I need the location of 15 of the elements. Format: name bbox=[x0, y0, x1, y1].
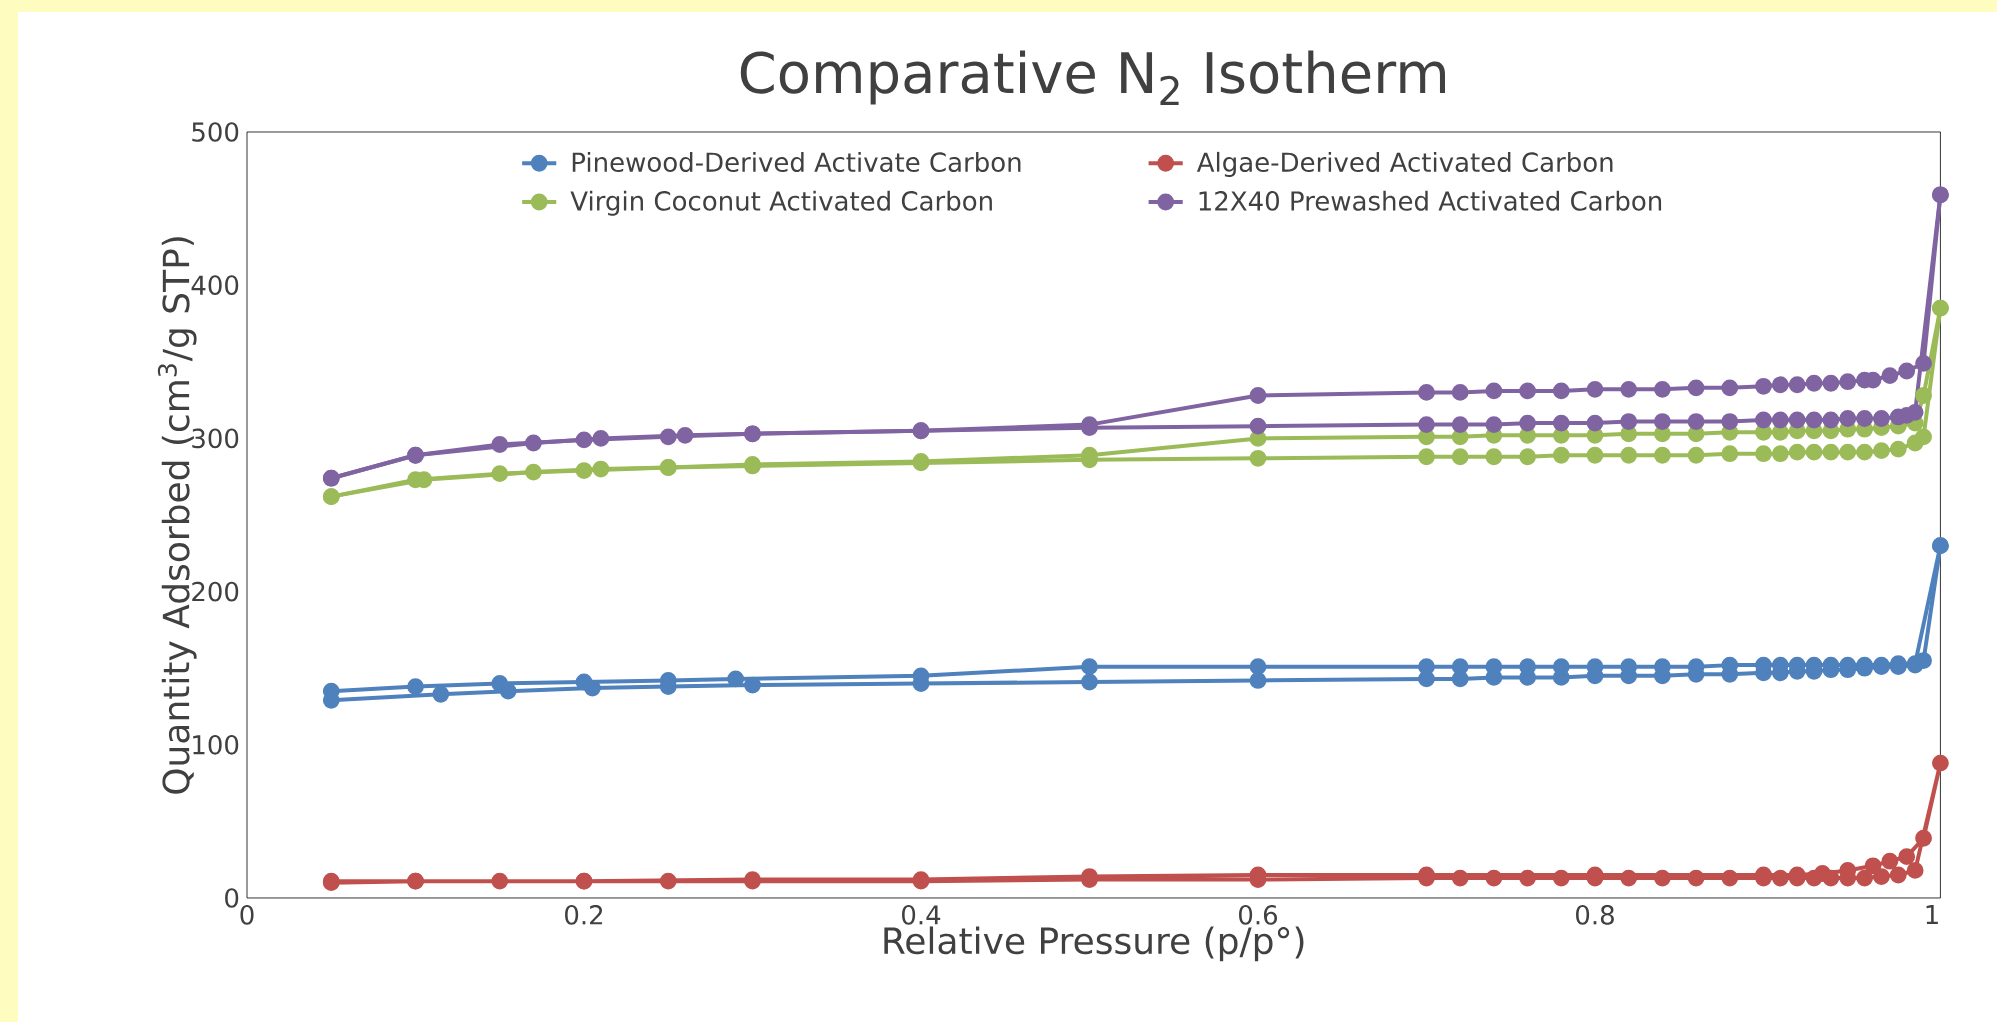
x-tick-label: 0.8 bbox=[1576, 905, 1614, 925]
x-axis-title: Relative Pressure (p/p°) bbox=[884, 926, 1304, 962]
y-tick-label: 500 bbox=[192, 122, 239, 142]
legend-label: Algae-Derived Activated Carbon bbox=[1196, 151, 1613, 178]
x-tick-label: 0.6 bbox=[1239, 905, 1278, 925]
x-tick-label: 0 bbox=[240, 905, 254, 925]
y-tick-label: 0 bbox=[225, 888, 239, 908]
legend-label: Pinewood-Derived Activate Carbon bbox=[572, 151, 1021, 173]
legend-label: 12X40 Prewashed Activated Carbon bbox=[1199, 190, 1662, 211]
chart-title: Comparative N$_{2}$ Isotherm bbox=[740, 50, 1446, 105]
x-tick-label: 0.4 bbox=[902, 905, 941, 925]
x-tick-label: 0.2 bbox=[565, 905, 603, 925]
y-tick-label: 300 bbox=[192, 428, 239, 449]
legend-label: Virgin Coconut Activated Carbon bbox=[570, 190, 992, 216]
x-tick-label: 1 bbox=[1926, 905, 1938, 925]
